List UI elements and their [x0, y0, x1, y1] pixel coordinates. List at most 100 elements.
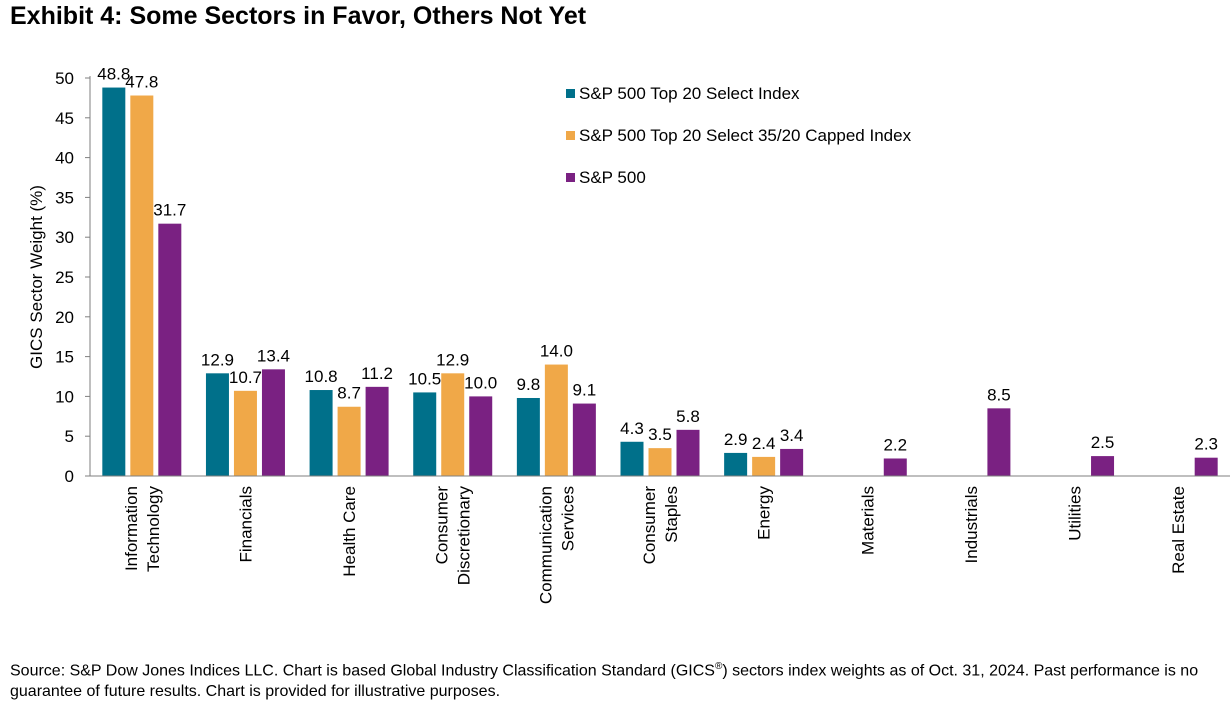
x-tick-label: Materials [858, 486, 877, 555]
bar [469, 396, 493, 476]
bar [233, 390, 257, 476]
x-tick-label-line: Financials [236, 486, 255, 563]
bar [1091, 456, 1115, 476]
bar [572, 403, 596, 476]
bar-value-label: 48.8 [97, 65, 130, 84]
bar-value-label: 10.5 [408, 369, 441, 388]
x-tick-label-line: Health Care [340, 486, 359, 577]
y-axis-label: GICS Sector Weight (%) [27, 185, 46, 369]
bar-value-label: 8.5 [987, 385, 1011, 404]
bar-value-label: 13.4 [257, 346, 290, 365]
bar [309, 390, 333, 476]
y-tick-label: 35 [55, 188, 74, 207]
x-tick-label: Utilities [1066, 486, 1085, 541]
source-text-end: ) sectors index weights as of Oct. 31, 2… [10, 662, 1199, 701]
bar-value-label: 4.3 [620, 419, 644, 438]
bar-value-label: 2.3 [1194, 435, 1218, 454]
bar [130, 95, 154, 477]
bar-value-label: 2.4 [752, 434, 776, 453]
bar-value-label: 8.7 [337, 384, 361, 403]
bar [752, 456, 776, 476]
y-tick-label: 50 [55, 69, 74, 88]
bar [620, 441, 644, 476]
bar [158, 223, 182, 476]
bar [337, 406, 361, 476]
bar-value-label: 14.0 [540, 342, 573, 361]
x-tick-label-line: Communication [536, 486, 555, 604]
bar [205, 373, 229, 476]
bar-value-label: 10.8 [305, 367, 338, 386]
legend-swatch [566, 173, 575, 182]
bar-value-label: 9.8 [517, 375, 541, 394]
bar [1194, 457, 1218, 476]
legend-label: S&P 500 Top 20 Select Index [579, 84, 800, 103]
x-tick-label-line: Consumer [433, 486, 452, 565]
y-tick-label: 40 [55, 149, 74, 168]
bar [516, 397, 540, 476]
bar-value-label: 9.1 [573, 381, 597, 400]
bar [676, 429, 700, 476]
y-tick-label: 10 [55, 387, 74, 406]
source-note: Source: S&P Dow Jones Indices LLC. Chart… [10, 656, 1220, 702]
bar [883, 458, 907, 476]
bar [413, 392, 437, 476]
y-tick-label: 25 [55, 268, 74, 287]
x-tick-label-line: Information [122, 486, 141, 571]
source-text-start: Source: S&P Dow Jones Indices LLC. Chart… [10, 662, 715, 680]
legend: S&P 500 Top 20 Select Index S&P 500 Top 2… [566, 84, 912, 187]
legend-label: S&P 500 Top 20 Select 35/20 Capped Index [579, 126, 912, 145]
bar-value-label: 47.8 [125, 73, 158, 92]
x-tick-label: Financials [236, 486, 255, 563]
legend-swatch [566, 89, 575, 98]
y-tick-label: 20 [55, 308, 74, 327]
x-tick-label: Consumer Staples [640, 486, 681, 565]
x-tick-label: Real Estate [1169, 486, 1188, 574]
y-tick-label: 45 [55, 109, 74, 128]
y-tick-label: 15 [55, 348, 74, 367]
x-tick-label: Information Technology [122, 486, 163, 573]
x-tick-label-line: Technology [144, 486, 163, 573]
x-tick-label-line: Real Estate [1169, 486, 1188, 574]
bar-value-label: 5.8 [676, 407, 700, 426]
bar-value-label: 2.9 [724, 430, 748, 449]
bar-value-label: 10.0 [464, 373, 497, 392]
bar [261, 369, 285, 476]
bar-value-label: 10.7 [229, 368, 262, 387]
x-tick-label-line: Utilities [1066, 486, 1085, 541]
y-tick-label: 0 [65, 467, 74, 486]
legend-swatch [566, 131, 575, 140]
registered-mark: ® [714, 661, 723, 672]
x-tick-label-line: Services [558, 486, 577, 551]
chart-title: Exhibit 4: Some Sectors in Favor, Others… [10, 2, 587, 30]
x-tick-label-line: Industrials [962, 486, 981, 563]
bar-value-label: 2.2 [883, 435, 907, 454]
bar-value-label: 11.2 [361, 364, 393, 383]
bar-chart: 0 5 10 15 20 25 30 35 40 45 50 GICS Sector Weight (… [27, 65, 1230, 604]
x-tick-label: Communication Services [536, 486, 577, 604]
bar [648, 448, 672, 476]
bar [987, 408, 1011, 476]
bar-value-labels: 48.847.831.712.910.713.410.88.711.2 10.51… [97, 65, 1218, 455]
y-tick-label: 5 [65, 427, 74, 446]
x-tick-label-line: Consumer [640, 486, 659, 565]
x-tick-label-line: Staples [662, 486, 681, 543]
bar [102, 87, 126, 476]
y-axis: 0 5 10 15 20 25 30 35 40 45 50 GICS Sector Weight (… [27, 69, 91, 486]
bar-value-label: 12.9 [436, 350, 469, 369]
bar [441, 373, 465, 476]
bars [102, 87, 1218, 477]
bar [544, 364, 568, 476]
x-tick-label-line: Energy [755, 486, 774, 540]
x-tick-label: Health Care [340, 486, 359, 577]
bar [724, 452, 748, 476]
x-tick-label-line: Materials [858, 486, 877, 555]
legend-label: S&P 500 [579, 168, 646, 187]
bar-value-label: 3.4 [780, 426, 804, 445]
bar [780, 448, 804, 476]
x-tick-label-line: Discretionary [455, 486, 474, 586]
x-tick-label: Industrials [962, 486, 981, 563]
y-tick-label: 30 [55, 228, 74, 247]
bar-value-label: 31.7 [153, 201, 186, 220]
bar-value-label: 12.9 [201, 350, 234, 369]
bar [365, 386, 389, 476]
